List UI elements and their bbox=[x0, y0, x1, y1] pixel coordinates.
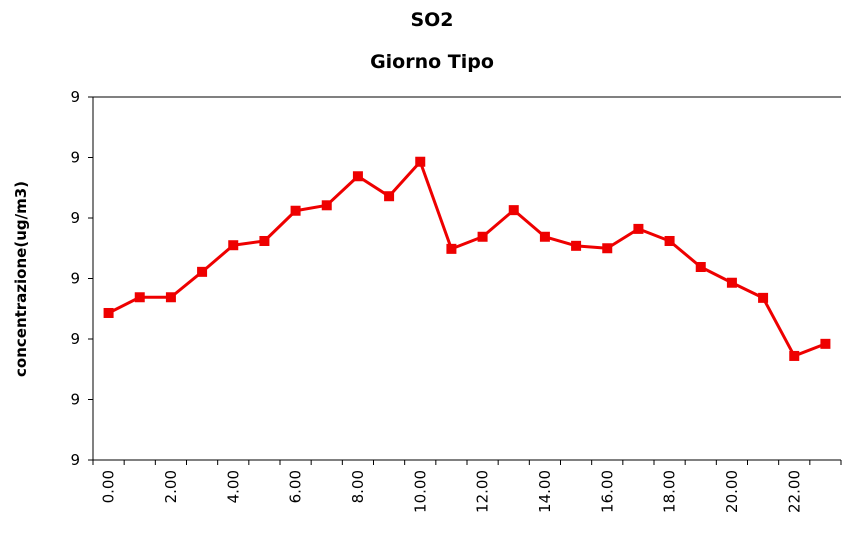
x-tick-label: 6.00 bbox=[287, 470, 305, 503]
y-tick-label: 9 bbox=[70, 209, 80, 227]
series-marker bbox=[165, 292, 176, 303]
y-tick-label: 9 bbox=[70, 149, 80, 167]
series-marker bbox=[290, 205, 301, 216]
series-marker bbox=[508, 205, 519, 216]
series-marker bbox=[134, 292, 145, 303]
x-tick-label: 16.00 bbox=[598, 470, 616, 513]
x-tick-label: 22.00 bbox=[785, 470, 803, 513]
x-tick-label: 8.00 bbox=[349, 470, 367, 503]
y-tick-label: 9 bbox=[70, 451, 80, 469]
x-tick-label: 0.00 bbox=[100, 470, 118, 503]
series-marker bbox=[103, 307, 114, 318]
y-tick-label: 9 bbox=[70, 270, 80, 288]
y-axis-label: concentrazione(ug/m3) bbox=[12, 181, 30, 377]
chart-title: SO2 bbox=[410, 9, 453, 31]
x-tick-label: 2.00 bbox=[162, 470, 180, 503]
chart-subtitle: Giorno Tipo bbox=[370, 51, 494, 73]
series-marker bbox=[352, 171, 363, 182]
series-marker bbox=[415, 156, 426, 167]
series-marker bbox=[197, 266, 208, 277]
series-marker bbox=[633, 223, 644, 234]
series-marker bbox=[602, 243, 613, 254]
y-tick-label: 9 bbox=[70, 330, 80, 348]
x-tick-label: 20.00 bbox=[723, 470, 741, 513]
x-tick-label: 10.00 bbox=[411, 470, 429, 513]
series-marker bbox=[571, 240, 582, 251]
y-tick-label: 9 bbox=[70, 88, 80, 106]
series-marker bbox=[384, 191, 395, 202]
series-marker bbox=[539, 231, 550, 242]
series-marker bbox=[477, 231, 488, 242]
series-marker bbox=[321, 200, 332, 211]
series-marker bbox=[758, 292, 769, 303]
series-marker bbox=[820, 338, 831, 349]
x-tick-label: 12.00 bbox=[474, 470, 492, 513]
y-tick-label: 9 bbox=[70, 391, 80, 409]
series-marker bbox=[259, 235, 270, 246]
series-marker bbox=[789, 350, 800, 361]
series-marker bbox=[446, 243, 457, 254]
x-tick-label: 14.00 bbox=[536, 470, 554, 513]
x-tick-label: 18.00 bbox=[661, 470, 679, 513]
series-marker bbox=[695, 262, 706, 273]
series-marker bbox=[664, 235, 675, 246]
series-marker bbox=[726, 277, 737, 288]
series-marker bbox=[228, 240, 239, 251]
series-line bbox=[107, 160, 826, 358]
x-tick-label: 4.00 bbox=[224, 470, 242, 503]
